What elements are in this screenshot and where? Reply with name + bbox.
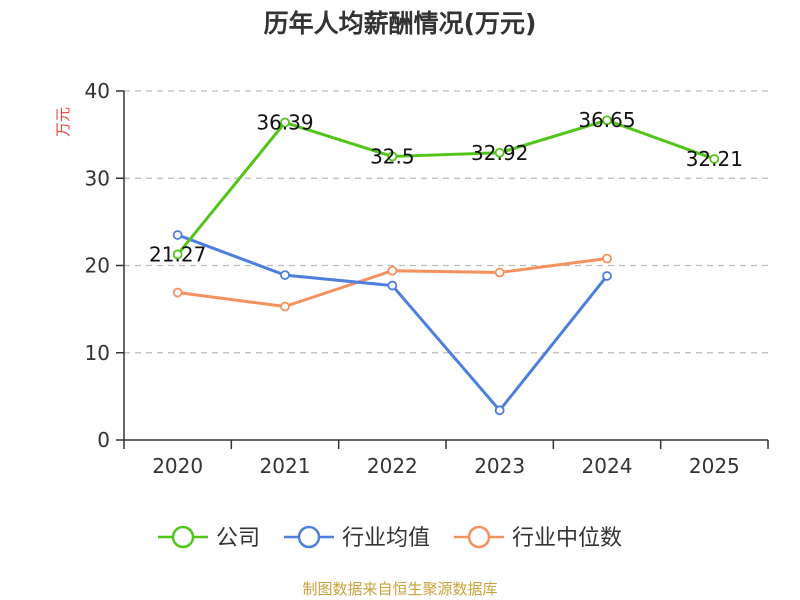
series-2-point-1[interactable] bbox=[280, 301, 290, 312]
series-2-point-3[interactable] bbox=[494, 267, 505, 278]
legend-swatch-marker-2 bbox=[467, 525, 491, 549]
data-label-0-0: 21.27 bbox=[149, 242, 206, 266]
series-1-point-1[interactable] bbox=[280, 270, 290, 280]
data-label-0-3: 32.92 bbox=[471, 141, 528, 165]
legend-label-0: 公司 bbox=[216, 526, 260, 551]
legend-swatch-marker-0 bbox=[171, 525, 195, 549]
data-label-0-5: 32.21 bbox=[686, 147, 743, 171]
series-0-point-0[interactable] bbox=[172, 249, 183, 260]
x-tick-label-4: 2024 bbox=[582, 454, 633, 478]
axes: 0 10 20 30 40 2020 2021 2022 2023 2024 2025 bbox=[85, 79, 769, 478]
data-label-0-4: 36.65 bbox=[578, 108, 635, 132]
series-line-0 bbox=[176, 118, 715, 256]
data-labels: 21.27 36.39 32.5 32.92 36.65 32.21 bbox=[149, 108, 743, 266]
legend-item-2[interactable]: 行业中位数 bbox=[454, 525, 622, 551]
series-1-point-2[interactable] bbox=[387, 280, 398, 291]
gridlines bbox=[124, 90, 768, 354]
x-tick-label-3: 2023 bbox=[474, 454, 525, 478]
series-1-point-0[interactable] bbox=[172, 230, 183, 240]
legend-item-0[interactable]: 公司 bbox=[158, 525, 260, 551]
legend-swatch-marker-1 bbox=[297, 525, 321, 549]
data-label-0-1: 36.39 bbox=[256, 110, 313, 134]
legend: 公司 行业均值 行业中位数 bbox=[158, 525, 622, 551]
series-2-point-4[interactable] bbox=[602, 253, 612, 264]
y-axis-label: 万元 bbox=[54, 107, 72, 137]
series-0-point-1[interactable] bbox=[280, 117, 290, 128]
x-tick-label-2: 2022 bbox=[367, 454, 418, 478]
series-group bbox=[172, 115, 720, 416]
series-0-point-5[interactable] bbox=[709, 154, 720, 164]
series-0-point-3[interactable] bbox=[494, 147, 505, 158]
chart-title: 历年人均薪酬情况(万元) bbox=[264, 9, 537, 38]
data-label-0-2: 32.5 bbox=[370, 144, 415, 168]
x-tick-label-0: 2020 bbox=[152, 454, 203, 478]
series-2-point-0[interactable] bbox=[172, 287, 183, 298]
legend-label-1: 行业均值 bbox=[342, 526, 430, 551]
series-1-point-3[interactable] bbox=[494, 405, 505, 416]
source-note: 制图数据来自恒生聚源数据库 bbox=[302, 580, 497, 598]
y-tick-label-0: 0 bbox=[97, 428, 110, 452]
y-tick-label-3: 30 bbox=[85, 166, 110, 190]
y-tick-label-2: 20 bbox=[85, 254, 110, 278]
series-1-point-4[interactable] bbox=[602, 271, 612, 281]
x-tick-label-1: 2021 bbox=[260, 454, 311, 478]
series-2-point-2[interactable] bbox=[387, 265, 398, 276]
series-line-1 bbox=[177, 233, 609, 412]
series-0-point-2[interactable] bbox=[387, 151, 398, 162]
y-tick-label-1: 10 bbox=[85, 341, 110, 365]
series-0-point-4[interactable] bbox=[602, 115, 612, 126]
legend-label-2: 行业中位数 bbox=[512, 526, 622, 551]
y-tick-label-4: 40 bbox=[85, 79, 110, 103]
x-tick-label-5: 2025 bbox=[689, 454, 740, 478]
legend-item-1[interactable]: 行业均值 bbox=[284, 525, 430, 551]
